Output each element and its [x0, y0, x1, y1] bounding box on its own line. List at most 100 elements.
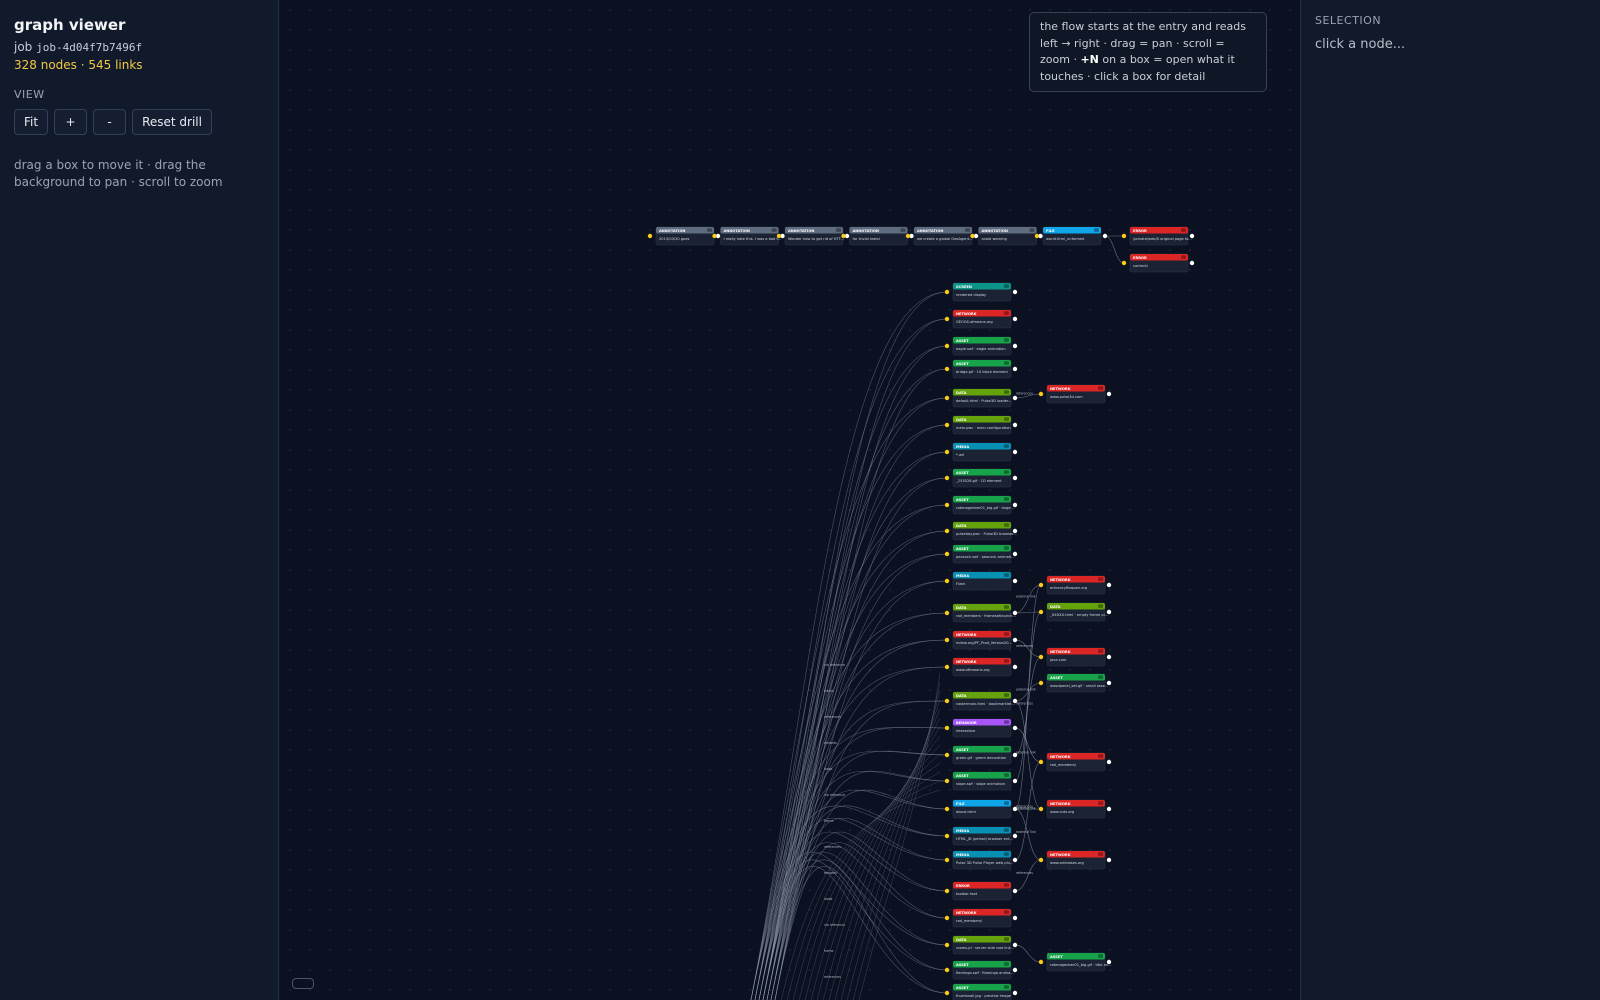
node-expand-badge[interactable] [1004, 417, 1009, 421]
node-expand-badge[interactable] [1004, 632, 1009, 636]
graph-node-media[interactable]: MEDIA Flash [944, 571, 1018, 591]
node-expand-badge[interactable] [1004, 720, 1009, 724]
port-out[interactable] [1106, 857, 1112, 863]
port-in[interactable] [1038, 654, 1044, 660]
port-out[interactable] [973, 233, 979, 239]
graph-node-network[interactable]: NETWORK rad_members/ [944, 908, 1018, 928]
port-out[interactable] [1012, 967, 1018, 973]
port-out[interactable] [1012, 422, 1018, 428]
node-expand-badge[interactable] [1004, 284, 1009, 288]
graph-svg[interactable]: ANNOTATION 2013/03/20 goes ANNOTATION I rea… [280, 0, 1300, 1000]
port-in[interactable] [944, 915, 950, 921]
graph-node-annotation[interactable]: ANNOTATION 2013/03/20 goes [647, 226, 721, 246]
graph-node-media[interactable]: MEDIA Pulse 3D Pulse Player web plu... [944, 850, 1018, 870]
graph-node-network[interactable]: NETWORK www.rcds.org [1038, 799, 1112, 819]
port-in[interactable] [944, 366, 950, 372]
port-in[interactable] [841, 233, 846, 239]
port-out[interactable] [1106, 806, 1112, 812]
port-out[interactable] [1012, 343, 1018, 349]
graph-node-media[interactable]: MEDIA *.wrl [944, 442, 1018, 462]
port-in[interactable] [944, 449, 950, 455]
node-expand-badge[interactable] [1004, 985, 1009, 989]
node-expand-badge[interactable] [1004, 962, 1009, 966]
port-in[interactable] [944, 637, 950, 643]
port-in[interactable] [944, 289, 950, 295]
port-out[interactable] [1012, 698, 1018, 704]
port-in[interactable] [1038, 759, 1044, 765]
port-out[interactable] [1012, 578, 1018, 584]
node-expand-badge[interactable] [1004, 828, 1009, 832]
graph-node-media[interactable]: MEDIA HTML_jD (period) browser ent... [944, 826, 1018, 846]
node-expand-badge[interactable] [1098, 675, 1103, 679]
port-out[interactable] [844, 233, 850, 239]
graph-node-error[interactable]: ERROR toolbar.hsst [944, 881, 1018, 901]
graph-node-asset[interactable]: ASSET eagle.swf · eagle animation [944, 336, 1018, 356]
node-expand-badge[interactable] [1004, 747, 1009, 751]
port-in[interactable] [944, 422, 950, 428]
node-expand-badge[interactable] [1098, 801, 1103, 805]
node-expand-badge[interactable] [1004, 546, 1009, 550]
graph-node-asset[interactable]: ASSET _253526.gif · 1D element [944, 468, 1018, 488]
port-in[interactable] [944, 698, 950, 704]
port-out[interactable] [1012, 664, 1018, 670]
port-out[interactable] [1189, 233, 1195, 239]
port-out[interactable] [715, 233, 721, 239]
port-in[interactable] [944, 888, 950, 894]
port-out[interactable] [1189, 260, 1195, 266]
graph-canvas[interactable]: ANNOTATION 2013/03/20 goes ANNOTATION I rea… [280, 0, 1300, 1000]
port-out[interactable] [1038, 233, 1043, 239]
node-expand-badge[interactable] [1004, 605, 1009, 609]
graph-node-annotation[interactable]: ANNOTATION Wonder how to get rid of HTT..… [776, 226, 850, 246]
node-expand-badge[interactable] [1004, 444, 1009, 448]
port-out[interactable] [1012, 610, 1018, 616]
graph-node-data[interactable]: DATA main.pwc · main configuration [944, 415, 1018, 435]
node-expand-badge[interactable] [1098, 577, 1103, 581]
port-in[interactable] [944, 502, 950, 508]
node-expand-badge[interactable] [1098, 386, 1103, 390]
node-expand-badge[interactable] [836, 228, 841, 232]
graph-node-file[interactable]: FILE about.html [944, 799, 1018, 819]
graph-node-network[interactable]: NETWORK rad_members/ [1038, 752, 1112, 772]
port-in[interactable] [944, 343, 950, 349]
port-out[interactable] [1012, 528, 1018, 534]
port-out[interactable] [1012, 502, 1018, 508]
graph-node-error[interactable]: ERROR/private/web/0 original page fo... [1121, 226, 1195, 246]
port-out[interactable] [1012, 915, 1018, 921]
graph-node-network[interactable]: NETWORK java.com [1038, 647, 1112, 667]
graph-node-annotation[interactable]: ANNOTATION we create a global GeoAgent... [905, 226, 979, 246]
graph-node-network[interactable]: NETWORK GEOGS.ofmeans.org [944, 309, 1018, 329]
port-in[interactable] [1038, 806, 1044, 812]
port-out[interactable] [1106, 680, 1112, 686]
node-expand-badge[interactable] [1004, 937, 1009, 941]
port-in[interactable] [1034, 233, 1040, 239]
node-expand-badge[interactable] [1004, 573, 1009, 577]
port-in[interactable] [905, 233, 911, 239]
port-out[interactable] [1012, 395, 1018, 401]
graph-node-network[interactable]: NETWORK www.pulse3d.com [1038, 384, 1112, 404]
fit-button[interactable]: Fit [14, 109, 49, 135]
graph-node-annotation[interactable]: ANNOTATION I really hate this. I was a ba… [712, 226, 785, 246]
node-expand-badge[interactable] [1004, 390, 1009, 394]
graph-node-asset[interactable]: ASSET green.gif · green decoration [944, 745, 1018, 765]
graph-node-data[interactable]: DATA pulsebay.pwc · Pulse3D browser... [944, 521, 1018, 541]
port-out[interactable] [909, 233, 914, 239]
port-in[interactable] [944, 316, 950, 322]
graph-node-network[interactable]: NETWORK www.ombiases.org [1038, 850, 1112, 870]
port-in[interactable] [970, 233, 975, 239]
node-expand-badge[interactable] [1098, 852, 1103, 856]
node-expand-badge[interactable] [1004, 773, 1009, 777]
graph-node-file[interactable]: FILE world.html_unformed [1034, 226, 1108, 246]
port-in[interactable] [944, 610, 950, 616]
graph-node-annotation[interactable]: ANNOTATION avoid warning [970, 226, 1043, 246]
node-expand-badge[interactable] [1004, 801, 1009, 805]
graph-node-data[interactable]: DATA _XXXXX.html · empty frame pl... [1038, 602, 1112, 622]
graph-node-data[interactable]: DATA castermain.html · bookmarklet... [944, 691, 1018, 711]
port-out[interactable] [1106, 654, 1112, 660]
node-expand-badge[interactable] [1098, 649, 1103, 653]
node-expand-badge[interactable] [1004, 338, 1009, 342]
node-expand-badge[interactable] [707, 228, 712, 232]
port-out[interactable] [1106, 959, 1112, 965]
port-out[interactable] [1012, 857, 1018, 863]
node-expand-badge[interactable] [1098, 754, 1103, 758]
graph-node-data[interactable]: DATA default.html · Pulse3D loader... [944, 388, 1018, 408]
